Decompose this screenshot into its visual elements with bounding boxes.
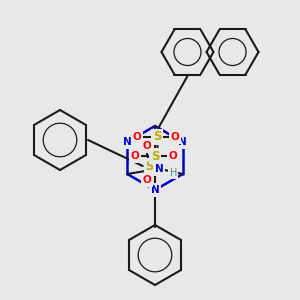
- Text: O: O: [171, 132, 180, 142]
- Text: S: S: [153, 130, 161, 143]
- Text: N: N: [151, 185, 159, 195]
- Text: O: O: [142, 175, 151, 185]
- Text: H: H: [169, 168, 177, 178]
- Text: N: N: [123, 137, 132, 147]
- Text: O: O: [169, 151, 177, 161]
- Text: O: O: [142, 141, 151, 151]
- Text: O: O: [130, 151, 140, 161]
- Text: S: S: [146, 160, 154, 172]
- Text: O: O: [133, 132, 142, 142]
- Text: S: S: [151, 149, 159, 163]
- Text: N: N: [155, 164, 164, 174]
- Text: N: N: [178, 137, 187, 147]
